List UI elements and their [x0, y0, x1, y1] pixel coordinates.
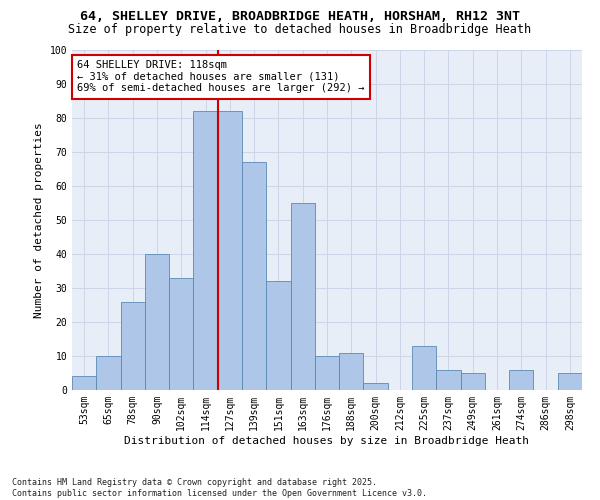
- Text: 64, SHELLEY DRIVE, BROADBRIDGE HEATH, HORSHAM, RH12 3NT: 64, SHELLEY DRIVE, BROADBRIDGE HEATH, HO…: [80, 10, 520, 23]
- Bar: [193, 111, 218, 390]
- Bar: [436, 370, 461, 390]
- Bar: [96, 356, 121, 390]
- Bar: [461, 373, 485, 390]
- Bar: [364, 383, 388, 390]
- Text: Contains HM Land Registry data © Crown copyright and database right 2025.
Contai: Contains HM Land Registry data © Crown c…: [12, 478, 427, 498]
- Bar: [242, 162, 266, 390]
- Bar: [169, 278, 193, 390]
- Bar: [72, 376, 96, 390]
- Bar: [558, 373, 582, 390]
- Bar: [412, 346, 436, 390]
- Bar: [290, 203, 315, 390]
- Bar: [121, 302, 145, 390]
- Bar: [315, 356, 339, 390]
- X-axis label: Distribution of detached houses by size in Broadbridge Heath: Distribution of detached houses by size …: [125, 436, 530, 446]
- Bar: [509, 370, 533, 390]
- Bar: [218, 111, 242, 390]
- Bar: [145, 254, 169, 390]
- Text: 64 SHELLEY DRIVE: 118sqm
← 31% of detached houses are smaller (131)
69% of semi-: 64 SHELLEY DRIVE: 118sqm ← 31% of detach…: [77, 60, 365, 94]
- Bar: [266, 281, 290, 390]
- Bar: [339, 352, 364, 390]
- Text: Size of property relative to detached houses in Broadbridge Heath: Size of property relative to detached ho…: [68, 22, 532, 36]
- Y-axis label: Number of detached properties: Number of detached properties: [34, 122, 44, 318]
